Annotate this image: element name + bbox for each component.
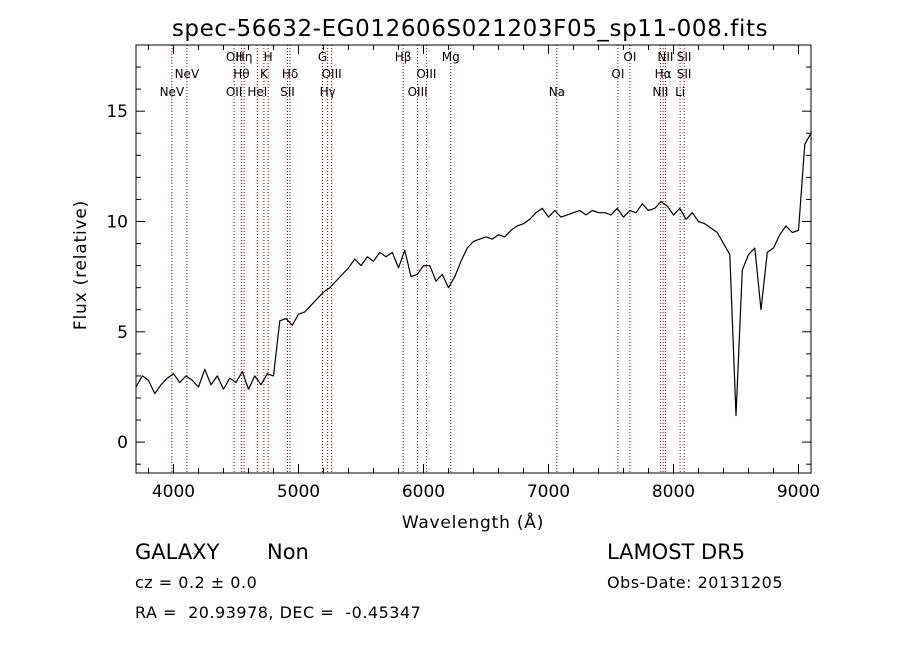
object-type: GALAXY — [135, 540, 220, 564]
coordinates: RA = 20.93978, DEC = -0.45347 — [135, 603, 422, 622]
y-axis-label: Flux (relative) — [71, 200, 91, 330]
spectrum-line — [135, 132, 812, 417]
spectral-line-label: NeV — [175, 67, 200, 81]
axes: 4000 5000 6000 7000 8000 9000 0 5 10 15 — [106, 45, 820, 502]
spectral-line-label: Hη — [236, 50, 253, 64]
spectral-line-label: OIII — [416, 67, 436, 81]
spectral-line-label: OIII — [408, 85, 428, 99]
spectral-line-label: HeI — [247, 85, 267, 99]
plot-frame — [135, 44, 812, 474]
spectral-line-label: K — [260, 67, 269, 81]
spectral-line-label: OI — [623, 50, 636, 64]
spectral-line-label: Na — [549, 85, 565, 99]
spectrum-series — [135, 132, 812, 417]
chart-title: spec-56632-EG012606S021203F05_sp11-008.f… — [172, 16, 768, 42]
spectral-line-label: Hγ — [320, 85, 336, 99]
subclass: Non — [267, 540, 309, 564]
spectral-line-label: OII — [226, 50, 243, 64]
spectral-line-markers: NeVNeVOIIOIIHηHθHKHeIHδSIIGOIIIHγHβOIIIO… — [160, 45, 692, 473]
survey-name: LAMOST DR5 — [607, 540, 746, 564]
spectral-line-label: NeV — [160, 85, 185, 99]
spectral-line-label: Li — [675, 85, 685, 99]
spectral-line-label: Hα — [655, 67, 672, 81]
spectral-line-label: Hβ — [395, 50, 412, 64]
x-axis-label: Wavelength (Å) — [402, 511, 544, 533]
spectral-line-label: OIII — [322, 67, 342, 81]
spectral-line-label: Mg — [442, 50, 460, 64]
spectral-line-label: NII — [652, 85, 668, 99]
x-tick-label: 5000 — [277, 482, 320, 502]
spectral-line-label: Hδ — [282, 67, 298, 81]
spectral-line-label: H — [264, 50, 273, 64]
y-tick-label: 0 — [117, 433, 128, 453]
spectral-line-label: Hθ — [233, 67, 249, 81]
spectral-line-label: SII — [280, 85, 295, 99]
x-tick-label: 9000 — [777, 482, 820, 502]
x-tick-label: 7000 — [527, 482, 570, 502]
spectral-line-label: SII — [677, 50, 692, 64]
y-tick-label: 10 — [106, 212, 128, 232]
x-tick-label: 4000 — [152, 482, 195, 502]
y-tick-label: 5 — [117, 323, 128, 343]
redshift: cz = 0.2 ± 0.0 — [135, 573, 258, 592]
x-tick-label: 6000 — [402, 482, 445, 502]
x-tick-label: 8000 — [652, 482, 695, 502]
spectral-line-label: NII — [657, 50, 673, 64]
spectral-line-label: SII — [677, 67, 692, 81]
spectral-line-label: OI — [611, 67, 624, 81]
observation-date: Obs-Date: 20131205 — [607, 573, 784, 592]
spectral-line-label: OII — [226, 85, 243, 99]
y-tick-label: 15 — [106, 102, 128, 122]
spectral-line-label: G — [318, 50, 327, 64]
